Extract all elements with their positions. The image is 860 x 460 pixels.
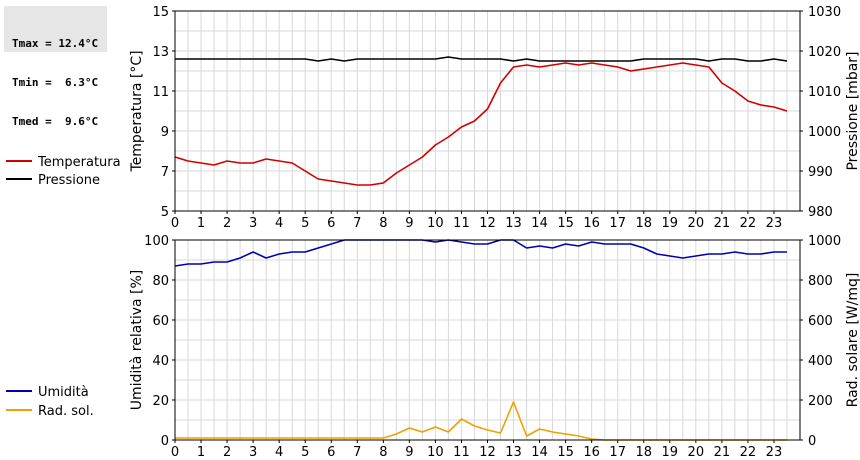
y-tick-label-right: 200 (808, 394, 833, 409)
x-tick-label: 18 (635, 445, 652, 460)
x-tick-label: 11 (453, 445, 470, 460)
x-tick-label: 13 (505, 216, 522, 231)
temperature-pressure-chart: 0 1 2 3 4 5 6 7 8 9 10 11 12 13 14 15 16 17 18 19 20 21 22 2357… (129, 5, 860, 231)
x-tick-label: 17 (609, 445, 626, 460)
y-tick-label-right: 0 (808, 434, 816, 449)
y-tick-label-left: 60 (152, 314, 169, 329)
x-tick-label: 20 (688, 445, 705, 460)
x-tick-label: 3 (249, 216, 257, 231)
x-tick-label: 10 (427, 216, 444, 231)
y-tick-label-left: 7 (161, 165, 169, 180)
x-tick-label: 21 (714, 445, 731, 460)
legend-label-temperatura: Temperatura (37, 155, 121, 170)
x-tick-label: 1 (197, 445, 205, 460)
y-tick-label-left: 5 (161, 205, 169, 220)
x-tick-label: 5 (301, 216, 309, 231)
x-tick-label: 19 (662, 445, 679, 460)
x-tick-label: 15 (557, 216, 574, 231)
y-tick-label-right: 1010 (808, 85, 841, 100)
legend-label-umidita: Umidità (38, 385, 89, 400)
series-line-pressione (175, 56, 788, 62)
series-line-rad-sol (175, 401, 787, 441)
y-axis-title-left: Temperatura [°C] (129, 50, 145, 172)
y-tick-label-right: 1000 (808, 125, 841, 140)
x-tick-label: 2 (223, 445, 231, 460)
y-axis-title-left: Umidità relativa [%] (129, 270, 145, 411)
x-tick-label: 10 (427, 445, 444, 460)
x-tick-label: 9 (405, 445, 413, 460)
x-tick-label: 8 (379, 445, 387, 460)
x-tick-label: 11 (453, 216, 470, 231)
y-tick-label-right: 400 (808, 354, 833, 369)
x-tick-label: 0 (171, 445, 179, 460)
y-tick-label-right: 600 (808, 314, 833, 329)
series-line-temperatura (174, 62, 788, 186)
legend-label-radsol: Rad. sol. (38, 404, 94, 419)
x-tick-label: 22 (740, 445, 757, 460)
plot-frame (174, 10, 801, 212)
x-tick-label: 12 (479, 445, 496, 460)
x-tick-label: 6 (327, 216, 335, 231)
x-tick-label: 4 (275, 216, 283, 231)
y-tick-label-right: 1020 (808, 45, 841, 60)
x-tick-label: 23 (766, 216, 783, 231)
x-tick-label: 17 (609, 216, 626, 231)
y-tick-label-left: 20 (152, 394, 169, 409)
humidity-solar-chart: 0 1 2 3 4 5 6 7 8 9 10 11 12 13 14 15 16 17 18 19 20 21 22 2302… (129, 234, 860, 460)
x-tick-label: 7 (353, 445, 361, 460)
y-tick-label-right: 1000 (808, 234, 841, 249)
stat-tmax: Tmax = 12.4°C (12, 37, 99, 50)
y-tick-label-right: 800 (808, 274, 833, 289)
x-tick-label: 22 (740, 216, 757, 231)
stats-box: Tmax = 12.4°C Tmin = 6.3°C Tmed = 9.6°C (4, 6, 107, 128)
stat-tmed: Tmed = 9.6°C (12, 115, 99, 128)
legend-label-pressione: Pressione (38, 173, 100, 188)
y-tick-label-left: 80 (152, 274, 169, 289)
y-tick-label-left: 13 (152, 45, 169, 60)
y-tick-label-left: 0 (161, 434, 169, 449)
x-tick-label: 16 (583, 445, 600, 460)
y-tick-label-right: 980 (808, 205, 833, 220)
x-tick-label: 15 (557, 445, 574, 460)
x-tick-label: 2 (223, 216, 231, 231)
x-tick-label: 7 (353, 216, 361, 231)
y-tick-label-right: 990 (808, 165, 833, 180)
x-tick-label: 20 (688, 216, 705, 231)
x-tick-label: 0 (171, 216, 179, 231)
x-tick-label: 13 (505, 445, 522, 460)
plot-frame (174, 239, 801, 441)
x-tick-label: 21 (714, 216, 731, 231)
x-tick-label: 9 (405, 216, 413, 231)
x-tick-label: 12 (479, 216, 496, 231)
x-tick-label: 14 (531, 216, 548, 231)
x-tick-label: 19 (662, 216, 679, 231)
stat-tmin: Tmin = 6.3°C (12, 76, 99, 89)
y-tick-label-right: 1030 (808, 5, 841, 20)
x-tick-label: 3 (249, 445, 257, 460)
series-line-umidita (174, 239, 787, 267)
x-tick-label: 5 (301, 445, 309, 460)
x-tick-label: 18 (635, 216, 652, 231)
y-tick-label-left: 15 (152, 5, 169, 20)
y-tick-label-left: 9 (161, 125, 169, 140)
x-tick-label: 6 (327, 445, 335, 460)
y-tick-label-left: 11 (152, 85, 169, 100)
x-tick-label: 4 (275, 445, 283, 460)
x-tick-label: 23 (766, 445, 783, 460)
x-tick-label: 1 (197, 216, 205, 231)
x-tick-label: 8 (379, 216, 387, 231)
y-axis-title-right: Rad. solare [W/mq] (845, 273, 860, 408)
x-tick-label: 16 (583, 216, 600, 231)
x-tick-label: 14 (531, 445, 548, 460)
y-tick-label-left: 40 (152, 354, 169, 369)
y-axis-title-right: Pressione [mbar] (845, 51, 860, 170)
y-tick-label-left: 100 (144, 234, 169, 249)
